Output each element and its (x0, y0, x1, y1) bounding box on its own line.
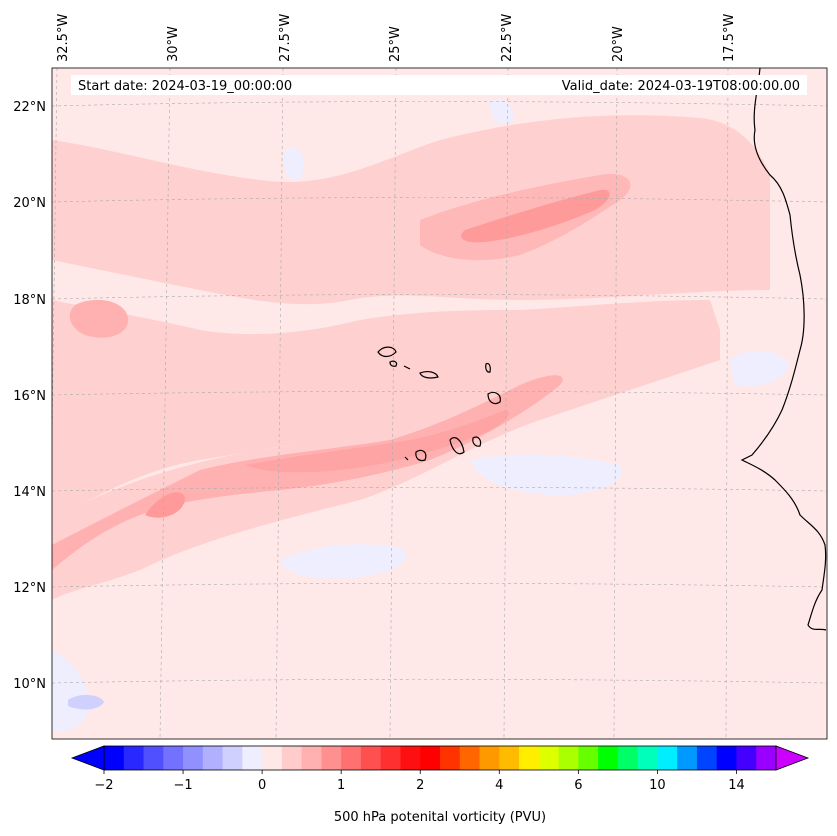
colorbar-cell (143, 746, 164, 770)
colorbar-tick-label: 10 (649, 778, 666, 793)
map-frame (51, 67, 828, 740)
lon-label-32-5w: 32.5°W (56, 14, 71, 62)
pv-contour-negative-5 (730, 350, 790, 387)
colorbar-cell (183, 746, 204, 770)
colorbar-cell (519, 746, 540, 770)
lat-label-14n: 14°N (13, 485, 46, 500)
colorbar: −2 −1 0 1 2 4 6 10 14 500 hPa potenital vorticit… (70, 745, 810, 825)
africa-coastline (740, 68, 827, 631)
colorbar-cell (598, 746, 619, 770)
valid-date-label: Valid_date: 2024-03-19T08:00:00.00 (562, 79, 800, 94)
colorbar-tick-label: 6 (574, 778, 582, 793)
colorbar-cell (617, 746, 639, 770)
colorbar-cell (657, 746, 678, 770)
lon-labels: 32.5°W 30°W 27.5°W 25°W 22.5°W 20°W 17.5… (56, 14, 737, 62)
colorbar-cell (242, 746, 263, 770)
colorbar-cells (103, 745, 777, 771)
pv-contour-negative-1 (470, 454, 622, 495)
colorbar-cell (281, 746, 303, 770)
lat-label-22n: 22°N (13, 100, 46, 115)
colorbar-cell (716, 746, 737, 770)
colorbar-cell (222, 746, 243, 770)
colorbar-cell (558, 746, 579, 770)
lat-label-10n: 10°N (13, 677, 46, 692)
pv-contour-negative-4 (68, 694, 104, 710)
header-box (71, 75, 807, 95)
lon-label-27-5w: 27.5°W (278, 14, 293, 62)
colorbar-cell (400, 746, 421, 770)
colorbar-cell (360, 746, 382, 770)
colorbar-cell (578, 746, 599, 770)
cape-verde-islands (377, 346, 501, 462)
lon-label-20w: 20°W (611, 26, 626, 62)
map-panel (52, 68, 827, 739)
colorbar-tick-label: 14 (728, 778, 745, 793)
colorbar-cell (321, 746, 342, 770)
colorbar-cell (479, 746, 500, 770)
colorbar-min-arrow (70, 745, 105, 771)
colorbar-cell (123, 746, 145, 770)
colorbar-cell (677, 746, 698, 770)
colorbar-tick-label: 4 (495, 778, 503, 793)
colorbar-cell (420, 746, 441, 770)
colorbar-cell (163, 746, 184, 770)
colorbar-cell (262, 746, 283, 770)
pv-contour-southern-medium (52, 375, 563, 570)
colorbar-tick-label: 0 (258, 778, 266, 793)
start-date-label: Start date: 2024-03-19_00:00:00 (78, 79, 292, 94)
lat-label-20n: 20°N (13, 196, 46, 211)
colorbar-cell (380, 746, 401, 770)
lat-label-12n: 12°N (13, 581, 46, 596)
pv-contour-negative-6 (283, 147, 305, 180)
pv-contour-southern-strong-2 (245, 410, 509, 473)
colorbar-cell (637, 746, 658, 770)
colorbar-ticks: −2 −1 0 1 2 4 6 10 14 (94, 770, 745, 793)
colorbar-tick-label: 1 (337, 778, 345, 793)
lon-label-22-5w: 22.5°W (500, 14, 515, 62)
colorbar-cell (756, 746, 777, 770)
colorbar-cell (341, 746, 362, 770)
colorbar-cell (459, 746, 481, 770)
lat-labels: 22°N 20°N 18°N 16°N 14°N 12°N 10°N (13, 100, 46, 692)
pv-contour-northern-band (52, 115, 770, 305)
colorbar-cell (104, 746, 125, 770)
pv-contour-west-blob (69, 299, 129, 338)
colorbar-cell (736, 746, 757, 770)
lon-label-30w: 30°W (166, 26, 181, 62)
colorbar-tick-label: −1 (173, 778, 192, 793)
pv-contour-negative-3 (52, 650, 90, 732)
graticule (52, 68, 827, 739)
lat-label-16n: 16°N (13, 389, 46, 404)
colorbar-tick-label: 2 (416, 778, 424, 793)
colorbar-max-arrow (775, 745, 810, 771)
colorbar-cell (202, 746, 224, 770)
lon-label-25w: 25°W (388, 26, 403, 62)
colorbar-cell (301, 746, 322, 770)
pv-contour-northern-strong (461, 189, 610, 243)
lon-label-17-5w: 17.5°W (722, 14, 737, 62)
pv-contour-central-band (52, 300, 720, 520)
colorbar-cell (696, 746, 718, 770)
colorbar-tick-label: −2 (94, 778, 113, 793)
colorbar-cell (440, 746, 461, 770)
lat-label-18n: 18°N (13, 293, 46, 308)
pv-contour-negative-2 (280, 544, 407, 579)
pv-contour-southern-strong (145, 492, 185, 518)
colorbar-cell (499, 746, 520, 770)
colorbar-cell (538, 746, 560, 770)
colorbar-label: 500 hPa potenital vorticity (PVU) (334, 810, 546, 825)
